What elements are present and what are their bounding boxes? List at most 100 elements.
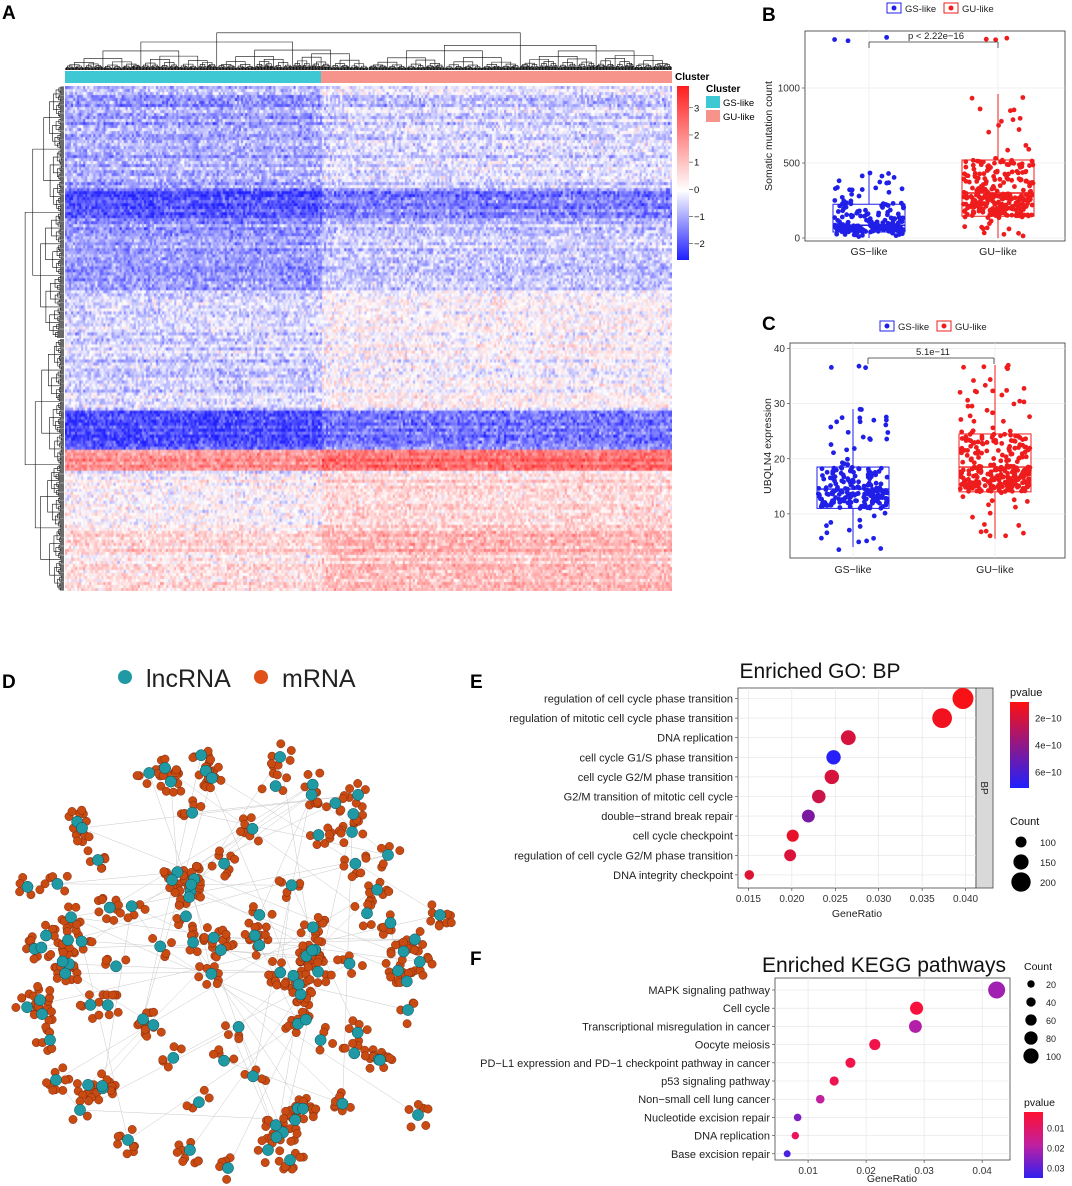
dendrogram-branch [548, 66, 551, 70]
mrna-node [216, 776, 226, 785]
dendrogram-branch [59, 418, 64, 421]
data-point [958, 417, 964, 422]
data-point [984, 407, 990, 413]
colorbar-tick-label: 2e−10 [1035, 714, 1062, 725]
dendrogram-branch [622, 67, 625, 70]
dendrogram-branch [524, 62, 535, 70]
dendrogram-branch [603, 66, 606, 70]
data-point [978, 183, 984, 189]
data-point [864, 538, 870, 544]
dendrogram-branch [279, 66, 283, 70]
dendrogram-branch [56, 436, 64, 446]
mrna-node [167, 938, 176, 947]
data-point [996, 122, 1001, 128]
count-legend-label: 100 [1040, 838, 1056, 849]
dendrogram-branch [337, 67, 340, 70]
dendrogram-branch [188, 67, 191, 70]
data-point [991, 431, 997, 437]
dendrogram-branch [56, 482, 64, 487]
mrna-node [295, 1152, 305, 1162]
dendrogram-branch [636, 65, 642, 70]
dendrogram-branch [95, 65, 101, 70]
dendrogram-branch [407, 67, 411, 70]
dendrogram-branch [193, 67, 196, 70]
plot-area-f [774, 977, 1011, 1161]
dendrogram-branch [55, 421, 64, 430]
dendrogram-branch [240, 67, 243, 70]
legend-d-mrna-dot [254, 670, 268, 684]
mrna-node [257, 784, 267, 794]
dendrogram-branch [60, 358, 64, 362]
dendrogram-branch [58, 190, 64, 195]
data-point [990, 184, 996, 189]
data-point [1013, 482, 1019, 488]
mrna-node [159, 867, 169, 876]
data-point [987, 221, 992, 226]
dendrogram-branch [200, 67, 203, 70]
dendrogram-branch [49, 543, 64, 576]
term-label: PD−L1 expression and PD−1 checkpoint pat… [480, 1058, 770, 1070]
dendrogram-branch [59, 94, 64, 98]
data-point [1007, 448, 1012, 454]
mrna-node [140, 1024, 150, 1034]
mrna-node [109, 916, 119, 925]
mrna-node [156, 1027, 166, 1037]
dendrogram-branch [409, 67, 411, 70]
data-point [976, 208, 982, 214]
data-point [966, 476, 971, 482]
dendrogram-branch [58, 327, 64, 330]
dendrogram-branch [342, 67, 345, 70]
dendrogram-branch [450, 67, 453, 70]
dendrogram-branch [60, 185, 64, 188]
data-point [851, 479, 856, 485]
data-point [970, 157, 976, 163]
data-point [871, 513, 877, 519]
dendrogram-branch [54, 279, 64, 288]
lncrna-node [348, 1047, 361, 1060]
mrna-node [230, 854, 240, 864]
dendrogram-branch [458, 67, 461, 70]
mrna-node [315, 768, 325, 778]
dendrogram-branch [478, 67, 482, 70]
dendrogram-branch [284, 66, 287, 70]
dendrogram-branch [660, 66, 663, 70]
dendrogram-branch [549, 65, 553, 70]
dendrogram-branch [58, 127, 64, 132]
enrichment-dot [932, 708, 953, 728]
data-point [857, 419, 863, 425]
data-point [856, 193, 862, 199]
enrichment-dot [744, 870, 755, 880]
dendrogram-branch [59, 106, 64, 109]
dendrogram-branch [399, 67, 402, 70]
data-point [1026, 146, 1032, 152]
colorbar-tick-label: −1 [694, 212, 705, 223]
dendrogram-branch [34, 401, 64, 529]
dendrogram-branch [93, 67, 96, 70]
dendrogram-branch [67, 68, 70, 70]
dendrogram-branch [53, 468, 64, 477]
network-edge [69, 963, 281, 973]
term-label: DNA integrity checkpoint [613, 870, 733, 882]
data-point [839, 415, 845, 421]
data-point [975, 200, 980, 206]
dendrogram-branch [59, 363, 64, 369]
dendrogram-branch [105, 68, 108, 70]
lncrna-node [195, 749, 208, 762]
data-point [895, 211, 901, 217]
dendrogram-branch [58, 348, 64, 353]
lncrna-node [21, 880, 34, 893]
dendrogram-branch [415, 59, 436, 70]
data-point [861, 227, 867, 233]
data-point [1004, 364, 1010, 370]
data-point [877, 224, 883, 230]
lncrna-node [154, 940, 167, 953]
data-point [961, 364, 966, 370]
dendrogram-branch [260, 65, 264, 70]
data-point [966, 471, 972, 477]
dendrogram-branch [228, 65, 234, 70]
dendrogram-branch [56, 263, 64, 272]
pvalue-c: 5.1e−11 [916, 347, 950, 358]
dendrogram-branch [57, 331, 64, 334]
dendrogram-branch [176, 67, 179, 70]
mrna-node [313, 936, 323, 946]
